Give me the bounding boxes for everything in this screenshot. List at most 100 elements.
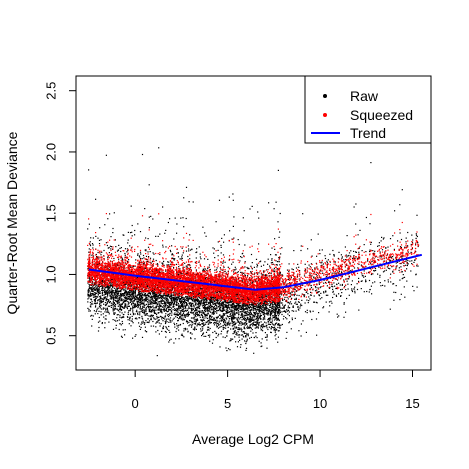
raw-point	[134, 229, 136, 232]
raw-point	[151, 297, 153, 299]
raw-point	[279, 264, 281, 266]
raw-point	[155, 297, 157, 299]
raw-point	[309, 298, 311, 300]
raw-point	[395, 262, 397, 264]
raw-point	[116, 302, 118, 304]
raw-point	[355, 251, 357, 253]
raw-point	[330, 300, 332, 302]
raw-point	[239, 260, 241, 262]
raw-point	[405, 241, 407, 243]
raw-point	[262, 327, 264, 329]
raw-point	[142, 318, 144, 320]
raw-point	[258, 304, 260, 306]
raw-point	[235, 312, 238, 314]
raw-point	[278, 261, 280, 263]
raw-point	[306, 312, 308, 314]
raw-point	[170, 304, 172, 306]
raw-point	[363, 244, 365, 246]
raw-point	[145, 307, 147, 309]
raw-point	[413, 261, 415, 263]
raw-point	[215, 316, 217, 318]
raw-point	[149, 257, 152, 259]
raw-point	[250, 336, 252, 338]
raw-point	[91, 295, 93, 297]
raw-point	[266, 347, 268, 349]
raw-point	[229, 340, 231, 342]
raw-point	[116, 296, 118, 298]
raw-point	[188, 277, 190, 279]
raw-point	[233, 307, 235, 309]
raw-point	[232, 225, 234, 227]
raw-point	[149, 301, 151, 303]
raw-point	[258, 243, 260, 245]
raw-point	[192, 312, 194, 314]
raw-point	[138, 325, 141, 327]
raw-point	[143, 295, 145, 297]
raw-point	[259, 261, 261, 263]
raw-point	[256, 264, 259, 267]
raw-point	[102, 308, 104, 310]
raw-point	[131, 295, 133, 297]
raw-point	[210, 322, 212, 324]
raw-point	[257, 318, 260, 320]
raw-point	[96, 296, 98, 298]
raw-point	[109, 213, 111, 215]
raw-point	[140, 326, 142, 329]
raw-point	[166, 311, 168, 313]
raw-point	[240, 271, 242, 273]
raw-point	[97, 251, 99, 254]
raw-point	[102, 313, 104, 315]
raw-point	[267, 303, 269, 305]
raw-point	[212, 247, 214, 249]
raw-point	[107, 301, 109, 303]
raw-point	[246, 325, 248, 327]
raw-point	[141, 258, 143, 260]
raw-point	[169, 218, 171, 220]
raw-point	[267, 321, 269, 323]
raw-point	[218, 276, 221, 278]
raw-point	[122, 329, 124, 331]
raw-point	[206, 269, 208, 271]
raw-point	[165, 308, 167, 310]
raw-point	[139, 312, 141, 314]
raw-point	[182, 296, 184, 298]
raw-point	[233, 306, 235, 308]
raw-point	[215, 269, 218, 271]
raw-point	[318, 283, 320, 285]
raw-point	[195, 320, 197, 322]
raw-point	[114, 312, 116, 314]
raw-point	[148, 275, 150, 277]
raw-point	[152, 325, 155, 327]
raw-point	[185, 310, 187, 312]
raw-point	[101, 288, 103, 290]
raw-point	[247, 309, 249, 311]
raw-point	[168, 325, 170, 328]
raw-point	[279, 231, 281, 233]
raw-point	[177, 307, 179, 309]
raw-point	[282, 318, 285, 320]
raw-point	[205, 235, 207, 237]
raw-point	[109, 298, 111, 300]
raw-point	[333, 254, 335, 256]
raw-point	[250, 265, 252, 267]
raw-point	[165, 326, 167, 328]
raw-point	[308, 300, 310, 302]
raw-point	[296, 303, 298, 305]
raw-point	[166, 296, 169, 298]
raw-point	[141, 317, 143, 319]
raw-point	[242, 217, 244, 219]
raw-point	[211, 299, 213, 301]
raw-point	[196, 306, 198, 308]
raw-point	[154, 297, 156, 300]
raw-point	[329, 287, 331, 289]
raw-point	[174, 217, 176, 219]
raw-point	[281, 274, 283, 276]
raw-point	[229, 322, 231, 324]
raw-point	[197, 314, 199, 316]
raw-point	[285, 310, 287, 312]
raw-point	[186, 309, 189, 311]
raw-point	[244, 340, 246, 342]
raw-point	[177, 311, 179, 313]
raw-point	[192, 308, 194, 310]
raw-point	[246, 322, 248, 325]
